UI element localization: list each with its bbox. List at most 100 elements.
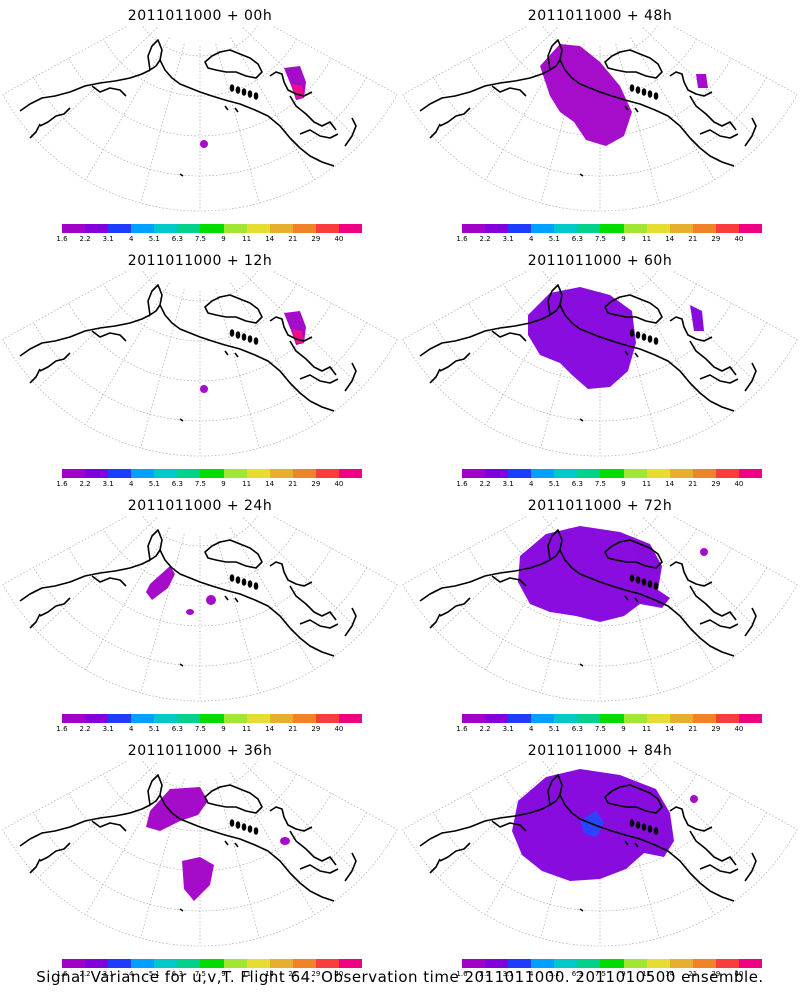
polar-map bbox=[2, 271, 398, 457]
colorbar-swatch bbox=[531, 469, 555, 478]
map-panel-24h: 2011011000 + 24h 1.6 2.2 3.1 4 5.1 6.3 7.5 9 11 14… bbox=[0, 490, 400, 735]
colorbar-tick-label: 1.6 bbox=[56, 970, 68, 978]
colorbar-tick-label: 14 bbox=[665, 480, 675, 488]
colorbar-swatch bbox=[554, 714, 578, 723]
colorbar-swatch bbox=[154, 959, 178, 968]
colorbar-tick-label: 9 bbox=[621, 480, 626, 488]
colorbar-swatch bbox=[292, 714, 316, 723]
colorbar-swatch bbox=[623, 714, 647, 723]
colorbar-tick-label: 11 bbox=[242, 480, 252, 488]
colorbar-swatch bbox=[177, 224, 201, 233]
colorbar-swatch bbox=[462, 714, 486, 723]
colorbar-tick-label: 7.5 bbox=[594, 235, 607, 243]
colorbar: 1.6 2.2 3.1 4 5.1 6.3 7.5 9 11 14 21 29 40 bbox=[456, 959, 763, 981]
colorbar-tick-label: 2.2 bbox=[79, 480, 91, 488]
colorbar-swatch bbox=[531, 959, 555, 968]
colorbar-swatch bbox=[623, 224, 647, 233]
colorbar-tick-label: 6.3 bbox=[171, 235, 183, 243]
colorbar-tick-label: 11 bbox=[642, 970, 652, 978]
colorbar-swatch bbox=[62, 959, 86, 968]
colorbar-swatch bbox=[315, 714, 339, 723]
colorbar-swatch bbox=[669, 714, 693, 723]
colorbar-swatch bbox=[62, 714, 86, 723]
colorbar-swatch bbox=[531, 714, 555, 723]
colorbar-swatch bbox=[292, 959, 316, 968]
colorbar-swatch bbox=[692, 224, 716, 233]
colorbar-swatch bbox=[269, 714, 293, 723]
colorbar-tick-label: 14 bbox=[665, 235, 675, 243]
colorbar-swatch bbox=[508, 714, 532, 723]
polar-map bbox=[402, 761, 798, 947]
colorbar-swatch bbox=[246, 714, 270, 723]
colorbar-tick-label: 6.3 bbox=[171, 970, 183, 978]
colorbar-swatch bbox=[715, 224, 739, 233]
panel-title: 2011011000 + 36h bbox=[127, 743, 273, 759]
colorbar-tick-label: 4 bbox=[528, 725, 534, 733]
colorbar-swatch bbox=[646, 959, 670, 968]
polar-map bbox=[2, 26, 398, 212]
colorbar-tick-label: 21 bbox=[688, 970, 698, 978]
colorbar: 1.6 2.2 3.1 4 5.1 6.3 7.5 9 11 14 21 29 40 bbox=[56, 959, 363, 981]
colorbar-swatch bbox=[338, 469, 363, 478]
colorbar-tick-label: 5.1 bbox=[548, 725, 560, 733]
colorbar-swatch bbox=[462, 224, 486, 233]
colorbar-tick-label: 29 bbox=[311, 970, 321, 978]
colorbar-tick-label: 3.1 bbox=[502, 970, 514, 978]
colorbar-swatch bbox=[62, 224, 86, 233]
colorbar-tick-label: 14 bbox=[265, 725, 275, 733]
colorbar-swatch bbox=[646, 714, 670, 723]
colorbar-tick-label: 6.3 bbox=[171, 725, 183, 733]
colorbar-swatch bbox=[108, 959, 132, 968]
colorbar-tick-label: 7.5 bbox=[594, 480, 607, 488]
colorbar-tick-label: 14 bbox=[665, 725, 675, 733]
colorbar-swatch bbox=[269, 959, 293, 968]
colorbar-swatch bbox=[531, 224, 555, 233]
colorbar-tick-label: 7.5 bbox=[194, 235, 207, 243]
map-panel-48h: 2011011000 + 48h 1.6 2.2 3.1 4 5.1 6.3 7.5 9 11 14… bbox=[400, 0, 800, 245]
colorbar-swatch bbox=[646, 469, 670, 478]
variance-regions bbox=[540, 44, 708, 146]
variance-region bbox=[146, 566, 175, 600]
colorbar-tick-label: 4 bbox=[128, 970, 134, 978]
colorbar-swatch bbox=[108, 469, 132, 478]
colorbar-tick-label: 1.6 bbox=[56, 480, 68, 488]
colorbar-tick-label: 14 bbox=[265, 235, 275, 243]
colorbar-swatch bbox=[715, 959, 739, 968]
colorbar-swatch bbox=[485, 714, 509, 723]
colorbar-tick-label: 11 bbox=[642, 235, 652, 243]
colorbar-tick-label: 40 bbox=[334, 970, 344, 978]
colorbar-swatch bbox=[692, 714, 716, 723]
variance-regions bbox=[528, 287, 704, 389]
colorbar-swatch bbox=[85, 959, 109, 968]
colorbar-swatch bbox=[246, 959, 270, 968]
colorbar-tick-label: 5.1 bbox=[148, 970, 160, 978]
colorbar-swatch bbox=[85, 469, 109, 478]
colorbar-swatch bbox=[292, 224, 316, 233]
coastline bbox=[19, 284, 357, 422]
panel-title: 2011011000 + 72h bbox=[527, 498, 673, 514]
colorbar-tick-label: 4 bbox=[528, 970, 534, 978]
colorbar-swatch bbox=[154, 469, 178, 478]
colorbar-tick-label: 40 bbox=[734, 970, 744, 978]
colorbar-swatch bbox=[338, 959, 363, 968]
colorbar-tick-label: 14 bbox=[665, 970, 675, 978]
colorbar-swatch bbox=[485, 469, 509, 478]
colorbar-swatch bbox=[738, 714, 763, 723]
variance-region bbox=[540, 44, 632, 146]
colorbar-tick-label: 11 bbox=[242, 235, 252, 243]
colorbar-tick-label: 6.3 bbox=[571, 480, 583, 488]
colorbar-swatch bbox=[669, 959, 693, 968]
colorbar-tick-label: 2.2 bbox=[479, 480, 491, 488]
colorbar-swatch bbox=[738, 469, 763, 478]
colorbar-tick-label: 4 bbox=[128, 725, 134, 733]
colorbar-tick-label: 5.1 bbox=[148, 235, 160, 243]
colorbar-tick-label: 21 bbox=[288, 480, 298, 488]
colorbar-tick-label: 3.1 bbox=[502, 235, 514, 243]
variance-region bbox=[700, 548, 708, 556]
colorbar-tick-label: 6.3 bbox=[571, 725, 583, 733]
colorbar-tick-label: 11 bbox=[642, 480, 652, 488]
variance-region bbox=[690, 795, 698, 803]
colorbar-swatch bbox=[246, 224, 270, 233]
panel-title: 2011011000 + 24h bbox=[127, 498, 273, 514]
colorbar-swatch bbox=[600, 959, 624, 968]
